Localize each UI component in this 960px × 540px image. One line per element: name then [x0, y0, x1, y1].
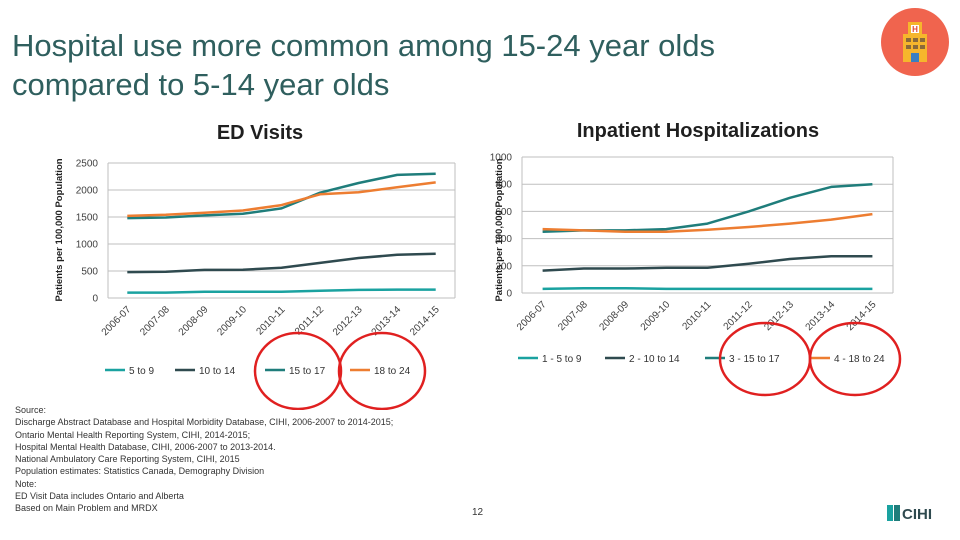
y-tick-label: 400 [495, 234, 512, 245]
source-line: ED Visit Data includes Ontario and Alber… [15, 491, 184, 502]
series-line-1 [542, 255, 873, 272]
cihi-logo: CIHI [887, 505, 932, 523]
x-tick-label: 2009-10 [215, 304, 249, 338]
y-tick-label: 1500 [76, 213, 99, 224]
legend-label: 10 to 14 [199, 366, 236, 377]
source-line: Discharge Abstract Database and Hospital… [15, 417, 394, 428]
highlight-circle [337, 331, 427, 410]
y-tick-label: 500 [81, 267, 98, 278]
x-tick-label: 2012-13 [762, 299, 796, 333]
legend-label: 18 to 24 [374, 366, 411, 377]
series-line-3 [542, 212, 873, 234]
legend-label: 15 to 17 [289, 366, 326, 377]
cihi-logo-text: CIHI [902, 506, 932, 523]
y-tick-label: 0 [506, 289, 512, 300]
highlight-circle [808, 321, 902, 397]
y-axis-title: Patients per 100,000 Population [494, 158, 505, 301]
x-tick-label: 2007-08 [556, 299, 590, 333]
source-line: Hospital Mental Health Database, CIHI, 2… [15, 441, 276, 452]
y-tick-label: 200 [495, 261, 512, 272]
y-axis-title: Patients per 100,000 Population [54, 158, 65, 301]
y-tick-label: 1000 [490, 153, 513, 164]
y-tick-label: 1000 [76, 240, 99, 251]
legend-label: 5 to 9 [129, 366, 154, 377]
x-tick-label: 2006-07 [515, 299, 549, 333]
legend-label: 4 - 18 to 24 [834, 354, 885, 365]
slide-title-line1: Hospital use more common among 15-24 yea… [12, 28, 716, 63]
source-line: Note: [15, 478, 37, 489]
x-tick-label: 2007-08 [138, 304, 172, 338]
slide-title: Hospital use more common among 15-24 yea… [12, 26, 852, 104]
source-line: National Ambulatory Care Reporting Syste… [15, 454, 240, 465]
source-line: Based on Main Problem and MRDX [15, 503, 158, 514]
legend-label: 2 - 10 to 14 [629, 354, 680, 365]
x-tick-label: 2009-10 [639, 299, 673, 333]
ed-visits-chart: 0 500 1000 1500 2000 2500 Patients per 100,000… [54, 158, 456, 410]
x-tick-label: 2014-15 [408, 304, 442, 338]
source-line: Ontario Mental Health Reporting System, … [15, 429, 251, 440]
x-tick-label: 2011-12 [722, 299, 756, 333]
series-line-2 [127, 172, 436, 220]
hospital-icon: H [881, 8, 949, 76]
y-tick-label: 2000 [76, 186, 99, 197]
y-tick-label: 600 [495, 207, 512, 218]
y-tick-label: 0 [92, 294, 98, 305]
legend-label: 3 - 15 to 17 [729, 354, 780, 365]
highlight-circle [253, 331, 343, 410]
series-line-0 [127, 288, 436, 294]
x-tick-label: 2012-13 [331, 304, 365, 338]
source-line: Population estimates: Statistics Canada,… [15, 466, 265, 477]
x-tick-label: 2008-09 [177, 304, 211, 338]
page-number: 12 [472, 507, 484, 518]
x-tick-label: 2014-15 [845, 299, 879, 333]
series-line-1 [127, 252, 436, 274]
x-tick-label: 2006-07 [100, 304, 134, 338]
series-line-3 [127, 181, 436, 218]
source-line: Source: [15, 405, 47, 415]
series-line-2 [542, 182, 873, 234]
y-tick-label: 2500 [76, 159, 99, 170]
y-tick-label: 800 [495, 180, 512, 191]
hospital-building-icon: H [903, 22, 927, 62]
x-tick-label: 2010-11 [680, 299, 714, 333]
x-tick-label: 2010-11 [254, 304, 288, 338]
x-tick-label: 2008-09 [597, 299, 631, 333]
hospital-icon-letter: H [912, 25, 918, 34]
chart-title-inpatient: Inpatient Hospitalizations [576, 120, 820, 142]
series-line-0 [542, 286, 873, 291]
slide-title-line2: compared to 5-14 year olds [12, 67, 390, 102]
legend-label: 1 - 5 to 9 [542, 354, 582, 365]
source-notes: Source: Discharge Abstract Database and … [15, 404, 393, 515]
chart-title-ed-visits: ED Visits [216, 122, 304, 144]
